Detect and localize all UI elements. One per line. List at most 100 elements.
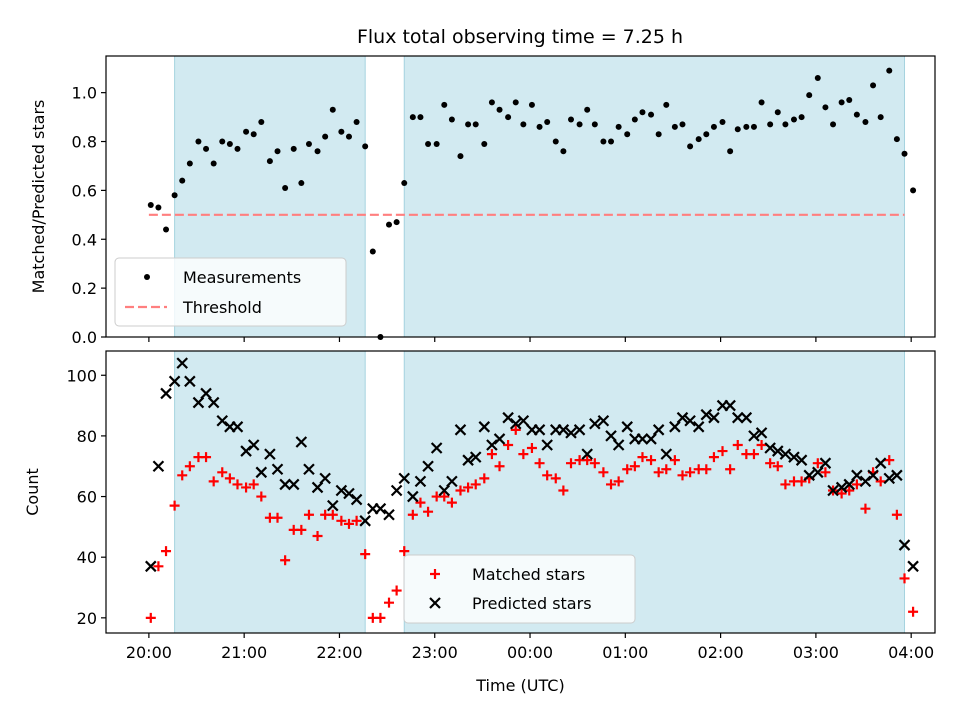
predicted-star-point (398, 472, 411, 485)
predicted-star-point (669, 421, 681, 433)
legend-label-predicted: Predicted stars (472, 594, 592, 613)
y-tick-label: 1.0 (72, 84, 97, 103)
measurement-point (615, 123, 622, 130)
matched-star-point (550, 473, 561, 484)
matched-star-point (407, 509, 418, 520)
predicted-star-point (247, 439, 260, 451)
matched-star-point (820, 467, 831, 478)
matched-star-point (470, 479, 481, 490)
predicted-star-point (407, 490, 419, 503)
measurement-point (186, 160, 193, 167)
measurement-point (591, 121, 598, 128)
x-tick-label: 04:00 (888, 643, 934, 662)
y-tick-label: 0.0 (72, 328, 97, 347)
matched-star-point (208, 476, 219, 487)
matched-star-point (875, 476, 886, 487)
matched-star-point (732, 440, 743, 450)
matched-star-point (725, 464, 736, 475)
predicted-star-point (827, 484, 839, 497)
measurement-point (210, 160, 217, 167)
predicted-star-point (597, 414, 610, 427)
predicted-star-point (771, 445, 784, 457)
predicted-star-point (287, 478, 300, 491)
measurement-point (814, 74, 821, 81)
matched-star-point (201, 452, 212, 463)
measurement-point (290, 145, 297, 152)
matched-star-point (327, 509, 338, 520)
predicted-star-point (486, 439, 498, 451)
predicted-star-point (478, 421, 491, 433)
measurement-point (512, 99, 519, 106)
measurement-point (870, 82, 877, 89)
measurement-point (496, 106, 503, 113)
measurement-point (758, 99, 765, 106)
predicted-star-point (779, 448, 792, 460)
predicted-star-point (891, 469, 903, 482)
measurement-point (767, 121, 774, 128)
measurement-point (448, 116, 455, 123)
measurement-point (901, 150, 908, 157)
predicted-star-point (279, 478, 291, 491)
y-tick-label: 0.2 (72, 279, 97, 298)
y-tick-label: 80 (77, 427, 97, 446)
measurement-point (163, 226, 170, 233)
y-tick-label: 0.6 (72, 181, 97, 200)
matched-star-point (343, 518, 354, 529)
measurement-point (243, 128, 250, 135)
predicted-star-point (374, 502, 387, 515)
predicted-star-point (216, 414, 229, 427)
predicted-star-point (724, 399, 736, 412)
matched-star-point (248, 479, 259, 490)
measurement-point (386, 221, 393, 228)
predicted-star-point (755, 427, 768, 439)
predicted-star-point (851, 469, 863, 482)
matched-star-point (629, 461, 640, 472)
predicted-star-point (692, 421, 705, 433)
predicted-star-point (883, 472, 896, 485)
legend-marker-measurements (144, 274, 150, 280)
measurement-point (488, 99, 495, 106)
predicted-star-point (502, 411, 514, 424)
matched-star-point (812, 458, 823, 469)
matched-star-point (446, 497, 457, 508)
measurement-point (719, 118, 726, 125)
measurement-point (338, 128, 345, 135)
measurement-point (203, 145, 210, 152)
matched-star-point (526, 443, 537, 454)
measurement-point (314, 148, 321, 155)
measurement-point (584, 106, 591, 113)
y-tick-label: 0.4 (72, 230, 97, 249)
measurement-point (710, 123, 717, 130)
matched-star-point (336, 515, 347, 526)
measurement-point (171, 192, 178, 199)
predicted-star-point (176, 357, 189, 369)
predicted-star-point (874, 457, 887, 469)
matched-star-point (439, 491, 450, 502)
measurement-point (600, 138, 607, 145)
matched-star-point (646, 455, 657, 466)
x-tick-label: 02:00 (698, 643, 744, 662)
measurement-point (846, 96, 853, 103)
predicted-star-point (795, 454, 808, 466)
measurement-point (155, 204, 162, 211)
measurement-point (743, 123, 750, 130)
predicted-star-point (764, 442, 776, 454)
predicted-star-point (621, 421, 633, 433)
measurement-point (790, 116, 797, 123)
measurement-point (774, 109, 781, 116)
matched-star-point (653, 467, 664, 478)
predicted-star-point (652, 424, 665, 436)
matched-star-point (351, 515, 362, 526)
matched-star-point (415, 497, 426, 508)
predicted-star-point (636, 433, 649, 445)
matched-star-point (169, 500, 180, 511)
measurement-point (822, 104, 829, 111)
predicted-star-point (541, 439, 553, 451)
measurement-point (472, 121, 479, 128)
legend: Matched stars Predicted stars (403, 554, 636, 624)
measurement-point (830, 121, 837, 128)
predicted-star-point (565, 427, 577, 439)
measurement-point (409, 114, 416, 121)
predicted-star-point (454, 424, 467, 436)
measurement-point (274, 148, 281, 155)
